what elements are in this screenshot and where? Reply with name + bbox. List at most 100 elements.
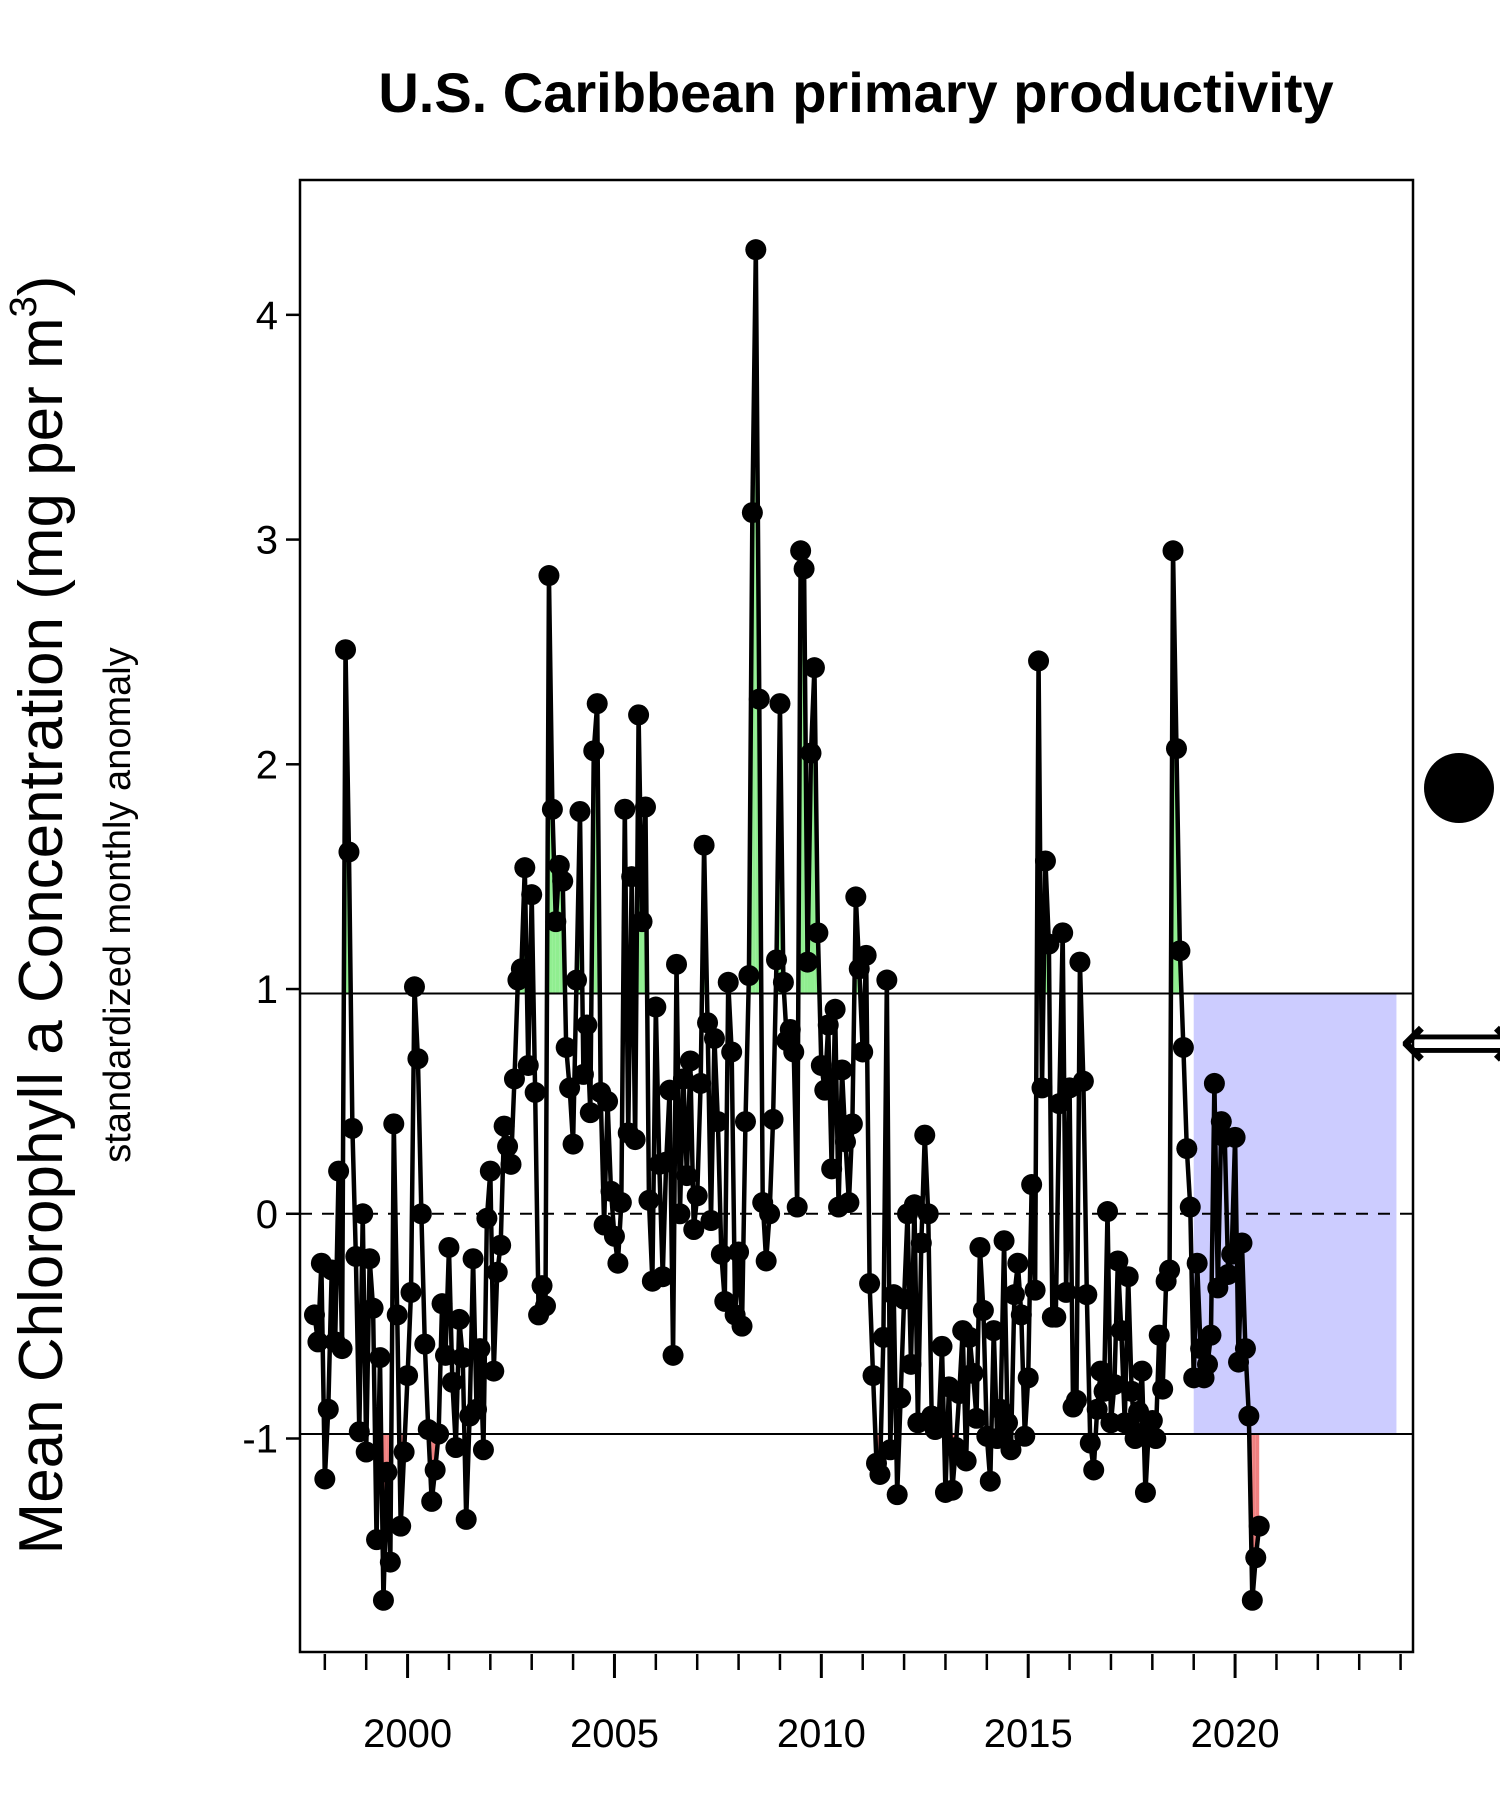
data-point [821, 1158, 843, 1180]
data-point [317, 1398, 339, 1420]
data-point [766, 949, 788, 971]
data-point [893, 1288, 915, 1310]
data-point [855, 944, 877, 966]
data-point [697, 1012, 719, 1034]
data-point [428, 1423, 450, 1445]
data-point [586, 693, 608, 715]
data-point [890, 1387, 912, 1409]
data-point [1121, 1380, 1143, 1402]
data-point [376, 1461, 398, 1483]
data-point [545, 911, 567, 933]
data-point [631, 911, 653, 933]
data-point [1197, 1353, 1219, 1375]
data-point [1031, 1077, 1053, 1099]
data-point [652, 1266, 674, 1288]
data-point [314, 1468, 336, 1490]
data-point [521, 884, 543, 906]
data-point [462, 1248, 484, 1270]
data-point [638, 1189, 660, 1211]
data-point [859, 1272, 881, 1294]
data-point [583, 740, 605, 762]
data-point [614, 798, 636, 820]
data-point [741, 502, 763, 524]
data-point [666, 953, 688, 975]
data-point [410, 1203, 432, 1225]
data-point [759, 1203, 781, 1225]
data-point [955, 1450, 977, 1472]
data-point [548, 854, 570, 876]
data-point [717, 971, 739, 993]
data-point [959, 1326, 981, 1348]
y-tick-label: 1 [256, 968, 278, 1012]
data-point [455, 1508, 477, 1530]
data-point [1024, 1279, 1046, 1301]
data-point [486, 1261, 508, 1283]
data-point [500, 1153, 522, 1175]
data-point [538, 565, 560, 587]
data-point [979, 1470, 1001, 1492]
data-point [1186, 1252, 1208, 1274]
data-point [962, 1362, 984, 1384]
data-point [1055, 1281, 1077, 1303]
data-point [948, 1383, 970, 1405]
data-point [841, 1113, 863, 1135]
y-tick-label: 0 [256, 1193, 278, 1237]
y-tick-label: -1 [242, 1418, 278, 1462]
data-point [814, 1079, 836, 1101]
data-point [348, 1421, 370, 1443]
data-point [738, 965, 760, 987]
data-point [1217, 1263, 1239, 1285]
data-point [562, 1133, 584, 1155]
data-point [628, 704, 650, 726]
data-point [441, 1371, 463, 1393]
x-tick-label: 2020 [1191, 1712, 1280, 1756]
data-point [900, 1353, 922, 1375]
data-point [1021, 1174, 1043, 1196]
data-point [797, 951, 819, 973]
data-point [755, 1250, 777, 1272]
data-point [597, 1090, 619, 1112]
data-point [834, 1131, 856, 1153]
data-point [579, 1102, 601, 1124]
data-point [655, 1151, 677, 1173]
data-point [1072, 1070, 1094, 1092]
data-point [1065, 1389, 1087, 1411]
data-point [603, 1225, 625, 1247]
data-point [710, 1243, 732, 1265]
data-point [366, 1529, 388, 1551]
data-point [1241, 1589, 1263, 1611]
data-point [1234, 1338, 1256, 1360]
data-point [424, 1459, 446, 1481]
data-point [1079, 1432, 1101, 1454]
data-point [331, 1338, 353, 1360]
y-axis-title-close: ) [7, 276, 76, 297]
data-point [469, 1338, 491, 1360]
data-point [1165, 738, 1187, 760]
data-point [703, 1027, 725, 1049]
data-point [483, 1360, 505, 1382]
data-point [879, 1439, 901, 1461]
data-point [783, 1041, 805, 1063]
data-point [514, 857, 536, 879]
data-point [321, 1259, 343, 1281]
data-point [493, 1115, 515, 1137]
data-point [969, 1236, 991, 1258]
data-point [662, 1344, 684, 1366]
data-point [928, 1414, 950, 1436]
data-point [734, 1111, 756, 1133]
data-point [845, 886, 867, 908]
data-point [559, 1077, 581, 1099]
data-point [1179, 1196, 1201, 1218]
data-point [303, 1304, 325, 1326]
axes: -1 0 1 2 3 4 2000 2005 2010 2015 2020 [242, 294, 1402, 1756]
data-point [352, 1203, 374, 1225]
data-point [1245, 1547, 1267, 1569]
plot-frame [298, 178, 1415, 1654]
data-point [1145, 1428, 1167, 1450]
x-tick-label: 2000 [363, 1712, 452, 1756]
data-point [1083, 1459, 1105, 1481]
data-point [1048, 1093, 1070, 1115]
data-point [372, 1589, 394, 1611]
data-point [555, 1036, 577, 1058]
